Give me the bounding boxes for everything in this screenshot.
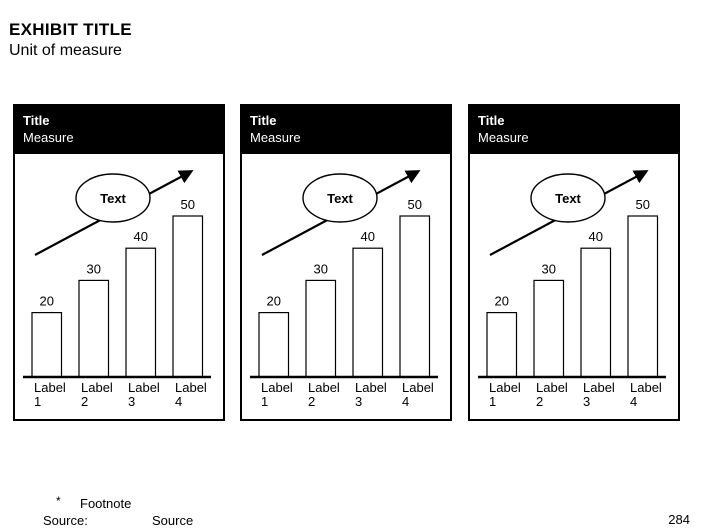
category-label: Label 2 <box>81 380 113 409</box>
category-label: Label 4 <box>175 380 207 409</box>
annotation-ellipse <box>530 173 606 223</box>
panel-header: Title Measure <box>242 106 450 154</box>
bar-chart: Text 20 Label 1 30 Label 2 40 Label 3 50 Label 4 <box>23 170 211 409</box>
bar <box>125 247 157 378</box>
bar <box>580 247 612 378</box>
source-label: Source: <box>43 513 88 528</box>
bar-value-label: 40 <box>134 229 148 244</box>
category-label: Label 2 <box>536 380 568 409</box>
panel-measure-label: Measure <box>478 130 529 145</box>
panel-title: Title <box>250 113 277 128</box>
annotation-text: Text <box>555 191 581 206</box>
category-label: Label 2 <box>308 380 340 409</box>
panel-title: Title <box>478 113 505 128</box>
bar-value-label: 20 <box>495 294 509 309</box>
bar <box>627 215 659 378</box>
bar-value-label: 20 <box>267 294 281 309</box>
panel-header: Title Measure <box>15 106 223 154</box>
chart-panel-1: Title Measure Text 20 Label 1 30 Label 2 40 Lab… <box>13 104 225 421</box>
bar-value-label: 50 <box>181 197 195 212</box>
bar <box>486 312 518 378</box>
category-label: Label 1 <box>261 380 293 409</box>
bar-chart: Text 20 Label 1 30 Label 2 40 Label 3 50 Label 4 <box>250 170 438 409</box>
bar <box>352 247 384 378</box>
bar <box>258 312 290 378</box>
annotation-ellipse <box>302 173 378 223</box>
bar <box>399 215 431 378</box>
bar-value-label: 40 <box>589 229 603 244</box>
category-label: Label 1 <box>489 380 521 409</box>
panel-measure-label: Measure <box>250 130 301 145</box>
bars-layer: 20 Label 1 30 Label 2 40 Label 3 50 Label 4 <box>31 197 207 409</box>
category-label: Label 3 <box>355 380 387 409</box>
chart-panel-3: Title Measure Text 20 Label 1 30 Label 2 40 Lab… <box>468 104 680 421</box>
bar-value-label: 50 <box>408 197 422 212</box>
panel-measure-label: Measure <box>23 130 74 145</box>
source-value: Source <box>152 513 194 528</box>
chart-panel-2: Title Measure Text 20 Label 1 30 Label 2 40 Lab… <box>240 104 452 421</box>
bar-value-label: 30 <box>87 261 101 276</box>
bar-value-label: 30 <box>542 261 556 276</box>
panel-title: Title <box>23 113 50 128</box>
panel-header: Title Measure <box>470 106 678 154</box>
bar-value-label: 50 <box>636 197 650 212</box>
bar <box>533 279 565 378</box>
bar-value-label: 20 <box>40 294 54 309</box>
category-label: Label 3 <box>583 380 615 409</box>
bar-value-label: 30 <box>314 261 328 276</box>
bar <box>305 279 337 378</box>
bar <box>78 279 110 378</box>
annotation-text: Text <box>327 191 353 206</box>
bars-layer: 20 Label 1 30 Label 2 40 Label 3 50 Label 4 <box>486 197 662 409</box>
category-label: Label 4 <box>630 380 662 409</box>
footnote-marker: * <box>56 494 61 508</box>
bar-value-label: 40 <box>361 229 375 244</box>
category-label: Label 4 <box>402 380 434 409</box>
bar <box>172 215 204 378</box>
page-title: EXHIBIT TITLE <box>9 20 132 39</box>
category-label: Label 1 <box>34 380 66 409</box>
bar-chart: Text 20 Label 1 30 Label 2 40 Label 3 50 Label 4 <box>478 170 666 409</box>
footnote-text: Footnote <box>80 496 132 511</box>
bar <box>31 312 63 378</box>
category-label: Label 3 <box>128 380 160 409</box>
bars-layer: 20 Label 1 30 Label 2 40 Label 3 50 Label 4 <box>258 197 434 409</box>
page-number: 284 <box>668 512 690 527</box>
annotation-text: Text <box>100 191 126 206</box>
annotation-ellipse <box>75 173 151 223</box>
unit-of-measure-label: Unit of measure <box>9 42 122 59</box>
